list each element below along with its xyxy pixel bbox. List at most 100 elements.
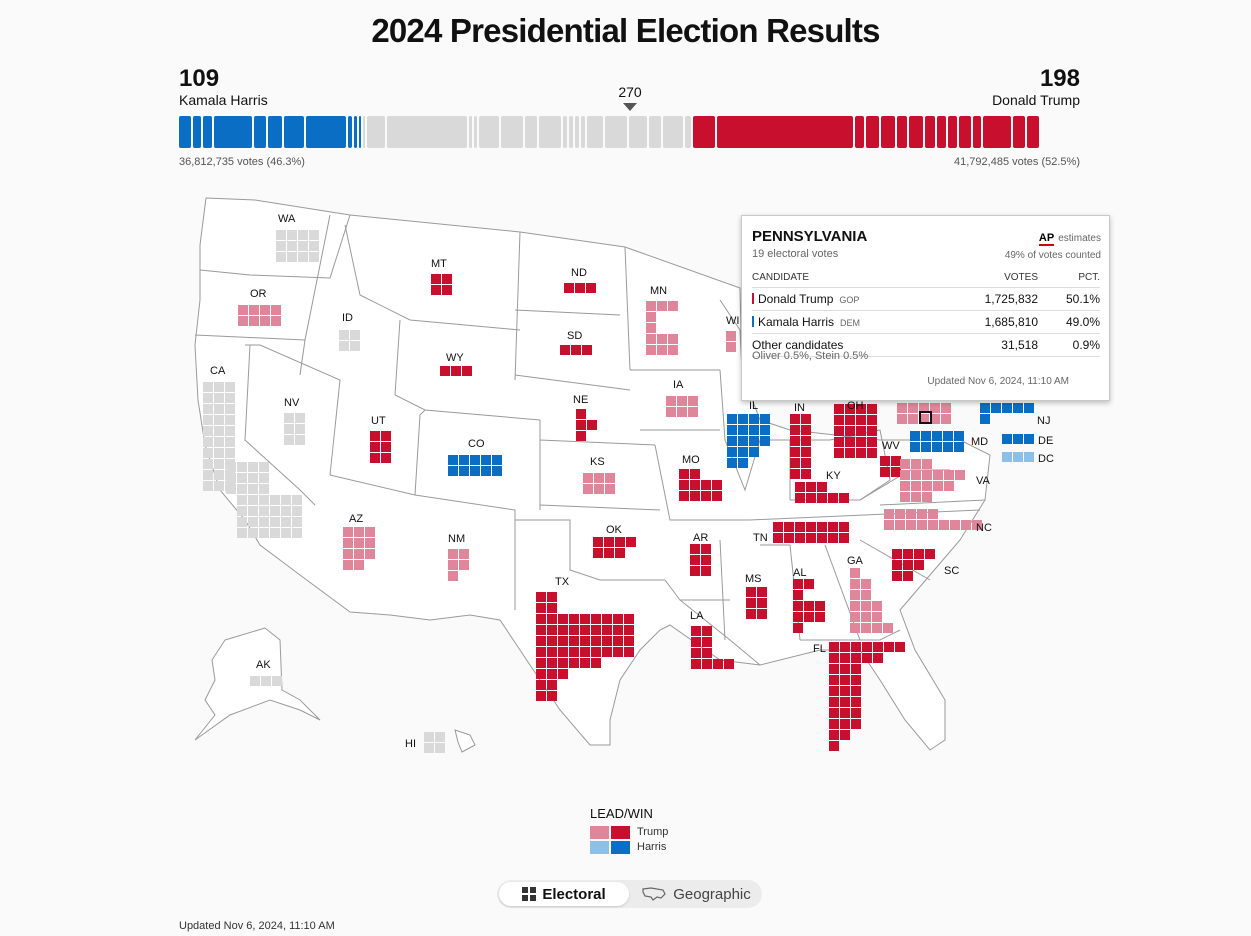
electoral-tile bbox=[249, 316, 259, 326]
electoral-tile bbox=[309, 252, 319, 262]
electoral-tile bbox=[1024, 434, 1034, 444]
electoral-tile bbox=[850, 568, 860, 578]
electoral-tile bbox=[481, 466, 491, 476]
electoral-tile bbox=[928, 509, 938, 519]
electoral-tile bbox=[569, 625, 579, 635]
threshold-marker-icon bbox=[623, 103, 637, 111]
electoral-tile bbox=[591, 625, 601, 635]
electoral-view-button[interactable]: Electoral bbox=[499, 882, 629, 906]
electoral-tile bbox=[237, 528, 247, 538]
electoral-tile bbox=[713, 659, 723, 669]
electoral-tile bbox=[921, 431, 931, 441]
electoral-tile bbox=[840, 708, 850, 718]
tooltip-source-label: estimates bbox=[1058, 233, 1101, 244]
electoral-tile bbox=[626, 537, 636, 547]
geographic-view-button[interactable]: Geographic bbox=[635, 882, 757, 906]
tooltip-votes-counted: 49% of votes counted bbox=[1004, 250, 1101, 261]
electoral-tile bbox=[536, 669, 546, 679]
electoral-tile bbox=[214, 404, 224, 414]
electoral-tile bbox=[738, 447, 748, 457]
electoral-tile bbox=[576, 431, 586, 441]
candidate-pct: 49.0% bbox=[1038, 310, 1100, 334]
electoral-tile bbox=[738, 458, 748, 468]
electoral-tile bbox=[203, 470, 213, 480]
electoral-tile bbox=[536, 680, 546, 690]
electoral-tile bbox=[613, 647, 623, 657]
col-votes: VOTES bbox=[943, 271, 1038, 288]
electoral-tile bbox=[955, 470, 965, 480]
electoral-tile bbox=[839, 493, 849, 503]
electoral-tile bbox=[839, 522, 849, 532]
electoral-tile bbox=[646, 301, 656, 311]
electoral-tile bbox=[615, 548, 625, 558]
electoral-tile bbox=[214, 481, 224, 491]
electoral-tile bbox=[917, 520, 927, 530]
map-view-toggle: Electoral Geographic bbox=[497, 880, 762, 908]
electoral-tile bbox=[867, 437, 877, 447]
electoral-tile bbox=[354, 560, 364, 570]
electoral-tile bbox=[1013, 403, 1023, 413]
electoral-tile bbox=[910, 431, 920, 441]
electoral-tile bbox=[921, 442, 931, 452]
legend-trump-win-swatch bbox=[611, 826, 630, 839]
electoral-tile bbox=[749, 447, 759, 457]
electoral-tile bbox=[448, 455, 458, 465]
electoral-bar-segment bbox=[629, 116, 647, 148]
electoral-tile bbox=[365, 538, 375, 548]
state-labels: WA OR CA NV ID MT WY UT AZ CO NM ND SD NE KS OK TX MN IA MO… bbox=[210, 213, 1054, 750]
legend-title: LEAD/WIN bbox=[590, 806, 653, 821]
electoral-bar-segment bbox=[563, 116, 567, 148]
electoral-bar-segment bbox=[569, 116, 573, 148]
electoral-tile bbox=[580, 658, 590, 668]
electoral-tile bbox=[850, 579, 860, 589]
electoral-tile bbox=[856, 404, 866, 414]
state-label-or: OR bbox=[250, 288, 267, 300]
electoral-tile bbox=[646, 323, 656, 333]
electoral-tile bbox=[834, 426, 844, 436]
state-label-il: IL bbox=[749, 400, 758, 412]
state-label-wa: WA bbox=[278, 213, 296, 225]
electoral-tile bbox=[624, 614, 634, 624]
electoral-tile bbox=[203, 448, 213, 458]
electoral-tile bbox=[911, 481, 921, 491]
electoral-tile bbox=[880, 456, 890, 466]
electoral-view-label: Electoral bbox=[542, 885, 606, 903]
electoral-tile bbox=[757, 598, 767, 608]
electoral-tile bbox=[679, 491, 689, 501]
electoral-bar-segment bbox=[581, 116, 585, 148]
border-mt-wy bbox=[344, 224, 521, 331]
electoral-tile bbox=[203, 404, 213, 414]
electoral-tile bbox=[903, 560, 913, 570]
electoral-tile bbox=[580, 647, 590, 657]
ap-logo-icon: AP bbox=[1038, 232, 1055, 246]
electoral-tile bbox=[1024, 452, 1034, 462]
electoral-tile bbox=[760, 436, 770, 446]
electoral-tile bbox=[801, 436, 811, 446]
electoral-tile bbox=[666, 396, 676, 406]
electoral-tile bbox=[919, 414, 929, 424]
electoral-tile bbox=[259, 462, 269, 472]
electoral-tile bbox=[801, 469, 811, 479]
electoral-tile bbox=[850, 590, 860, 600]
electoral-tile bbox=[298, 252, 308, 262]
electoral-tile bbox=[292, 506, 302, 516]
electoral-tile bbox=[587, 420, 597, 430]
electoral-tile bbox=[840, 719, 850, 729]
electoral-tile bbox=[834, 415, 844, 425]
border-tn bbox=[749, 509, 981, 521]
electoral-tile bbox=[932, 442, 942, 452]
electoral-tile bbox=[270, 495, 280, 505]
electoral-tile bbox=[793, 601, 803, 611]
electoral-tile bbox=[646, 312, 656, 322]
trump-popular-votes: 41,792,485 votes (52.5%) bbox=[954, 156, 1080, 168]
electoral-tile bbox=[845, 437, 855, 447]
electoral-tile bbox=[248, 528, 258, 538]
electoral-bar-segment bbox=[359, 116, 361, 148]
electoral-tile bbox=[880, 467, 890, 477]
electoral-tile bbox=[891, 467, 901, 477]
electoral-tile bbox=[914, 560, 924, 570]
electoral-tile bbox=[861, 601, 871, 611]
electoral-tile bbox=[829, 741, 839, 751]
candidate-name: Kamala Harris bbox=[758, 315, 835, 329]
electoral-tile bbox=[840, 653, 850, 663]
